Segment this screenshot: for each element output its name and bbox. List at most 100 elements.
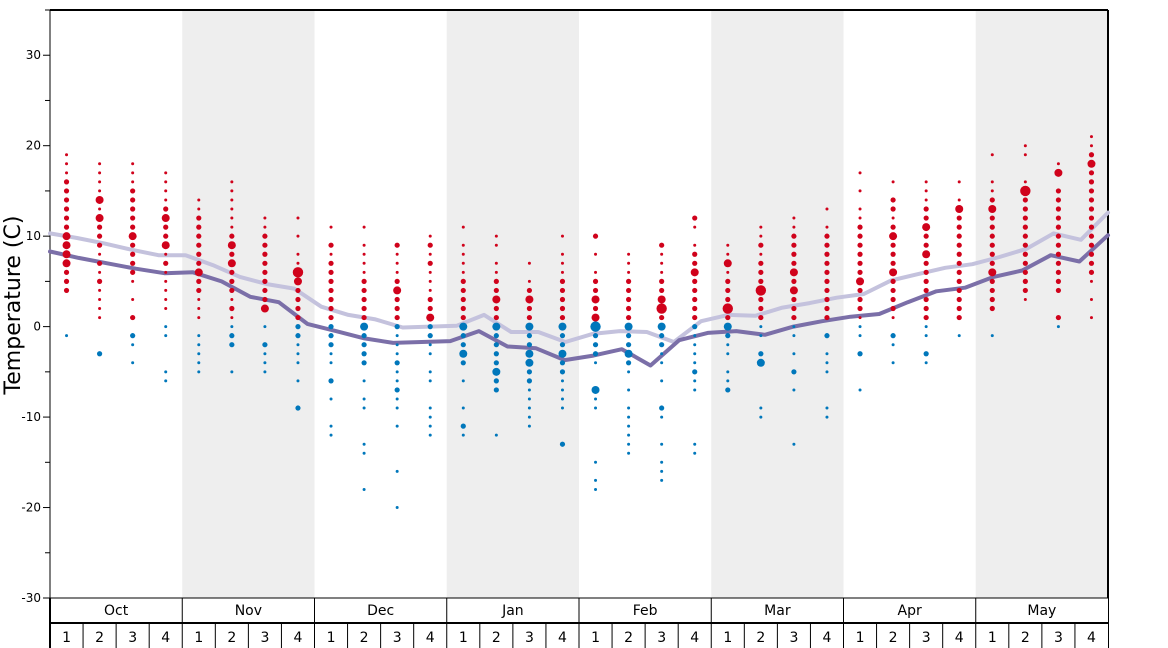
observation-dot (295, 305, 301, 312)
observation-dot (857, 269, 863, 275)
observation-dot (990, 189, 994, 193)
observation-dot (428, 343, 432, 347)
observation-dot (130, 333, 136, 339)
observation-dot (923, 233, 929, 239)
observation-dot (296, 252, 300, 256)
observation-dot (891, 361, 895, 365)
observation-dot (98, 316, 102, 320)
observation-dot (627, 406, 631, 410)
month-shade (182, 10, 315, 598)
observation-dot (164, 334, 168, 338)
observation-dot (792, 352, 796, 356)
observation-dot (63, 179, 70, 185)
observation-dot (128, 232, 137, 241)
observation-dot (923, 278, 929, 284)
observation-dot (957, 334, 961, 338)
observation-dot (1088, 242, 1095, 248)
observation-dot (229, 278, 235, 284)
observation-dot (460, 360, 466, 366)
month-label: Oct (104, 603, 129, 619)
observation-dot (692, 251, 698, 257)
observation-dot (1088, 179, 1095, 185)
observation-dot (197, 370, 201, 374)
observation-dot (594, 478, 598, 482)
observation-dot (296, 352, 300, 356)
observation-dot (591, 313, 600, 322)
week-label: 3 (789, 630, 798, 646)
observation-dot (990, 180, 994, 184)
observation-dot (723, 322, 732, 331)
observation-dot (1022, 287, 1028, 294)
observation-dot (96, 260, 103, 266)
observation-dot (990, 153, 994, 157)
observation-dot (96, 351, 103, 357)
observation-dot (592, 233, 599, 239)
observation-dot (65, 171, 69, 175)
observation-dot (65, 153, 69, 157)
observation-dot (956, 314, 962, 321)
observation-dot (1055, 188, 1062, 194)
observation-dot (559, 296, 566, 303)
observation-dot (527, 261, 531, 265)
observation-dot (395, 424, 399, 428)
observation-dot (692, 296, 698, 303)
observation-dot (890, 242, 896, 248)
observation-dot (857, 351, 863, 357)
observation-dot (527, 397, 531, 401)
observation-dot (726, 343, 730, 347)
observation-dot (197, 307, 201, 311)
observation-dot (923, 206, 929, 212)
observation-dot (560, 397, 564, 401)
month-label: May (1027, 603, 1056, 619)
observation-dot (625, 305, 632, 312)
observation-dot (295, 333, 301, 339)
observation-dot (262, 296, 268, 303)
observation-dot (229, 287, 235, 294)
week-label: 4 (1087, 630, 1096, 646)
observation-dot (889, 268, 898, 277)
observation-dot (262, 278, 268, 284)
observation-dot (857, 251, 863, 257)
observation-dot (989, 242, 995, 248)
observation-dot (362, 225, 366, 229)
week-label: 2 (95, 630, 104, 646)
observation-dot (296, 379, 300, 383)
observation-dot (427, 242, 433, 248)
observation-dot (693, 388, 697, 392)
observation-dot (196, 251, 202, 257)
observation-dot (1023, 180, 1027, 184)
observation-dot (493, 305, 499, 312)
observation-dot (758, 314, 764, 321)
observation-dot (1055, 314, 1062, 321)
observation-dot (824, 269, 830, 275)
observation-dot (461, 379, 465, 383)
observation-dot (1055, 278, 1062, 284)
observation-dot (890, 197, 896, 203)
observation-dot (329, 252, 333, 256)
observation-dot (164, 325, 168, 329)
observation-dot (657, 322, 666, 331)
observation-dot (956, 278, 962, 284)
y-tick-label: 0 (33, 320, 41, 334)
observation-dot (362, 397, 366, 401)
observation-dot (725, 333, 731, 339)
observation-dot (858, 325, 862, 329)
observation-dot (558, 322, 567, 331)
observation-dot (130, 188, 136, 194)
observation-dot (394, 314, 400, 321)
average-low-line (48, 233, 1110, 368)
observation-dot (1022, 197, 1028, 203)
observation-dot (560, 379, 564, 383)
observation-dot (660, 261, 664, 265)
month-label: Nov (235, 603, 262, 619)
observation-dot (96, 224, 103, 230)
observation-dot (361, 342, 367, 348)
observation-dot (527, 415, 531, 419)
observation-dot (660, 379, 664, 383)
observation-dot (362, 379, 366, 383)
observation-dot (227, 241, 236, 250)
observation-dot (295, 405, 301, 411)
observation-dot (956, 242, 962, 248)
observation-dot (196, 260, 202, 266)
observation-dot (295, 296, 301, 303)
